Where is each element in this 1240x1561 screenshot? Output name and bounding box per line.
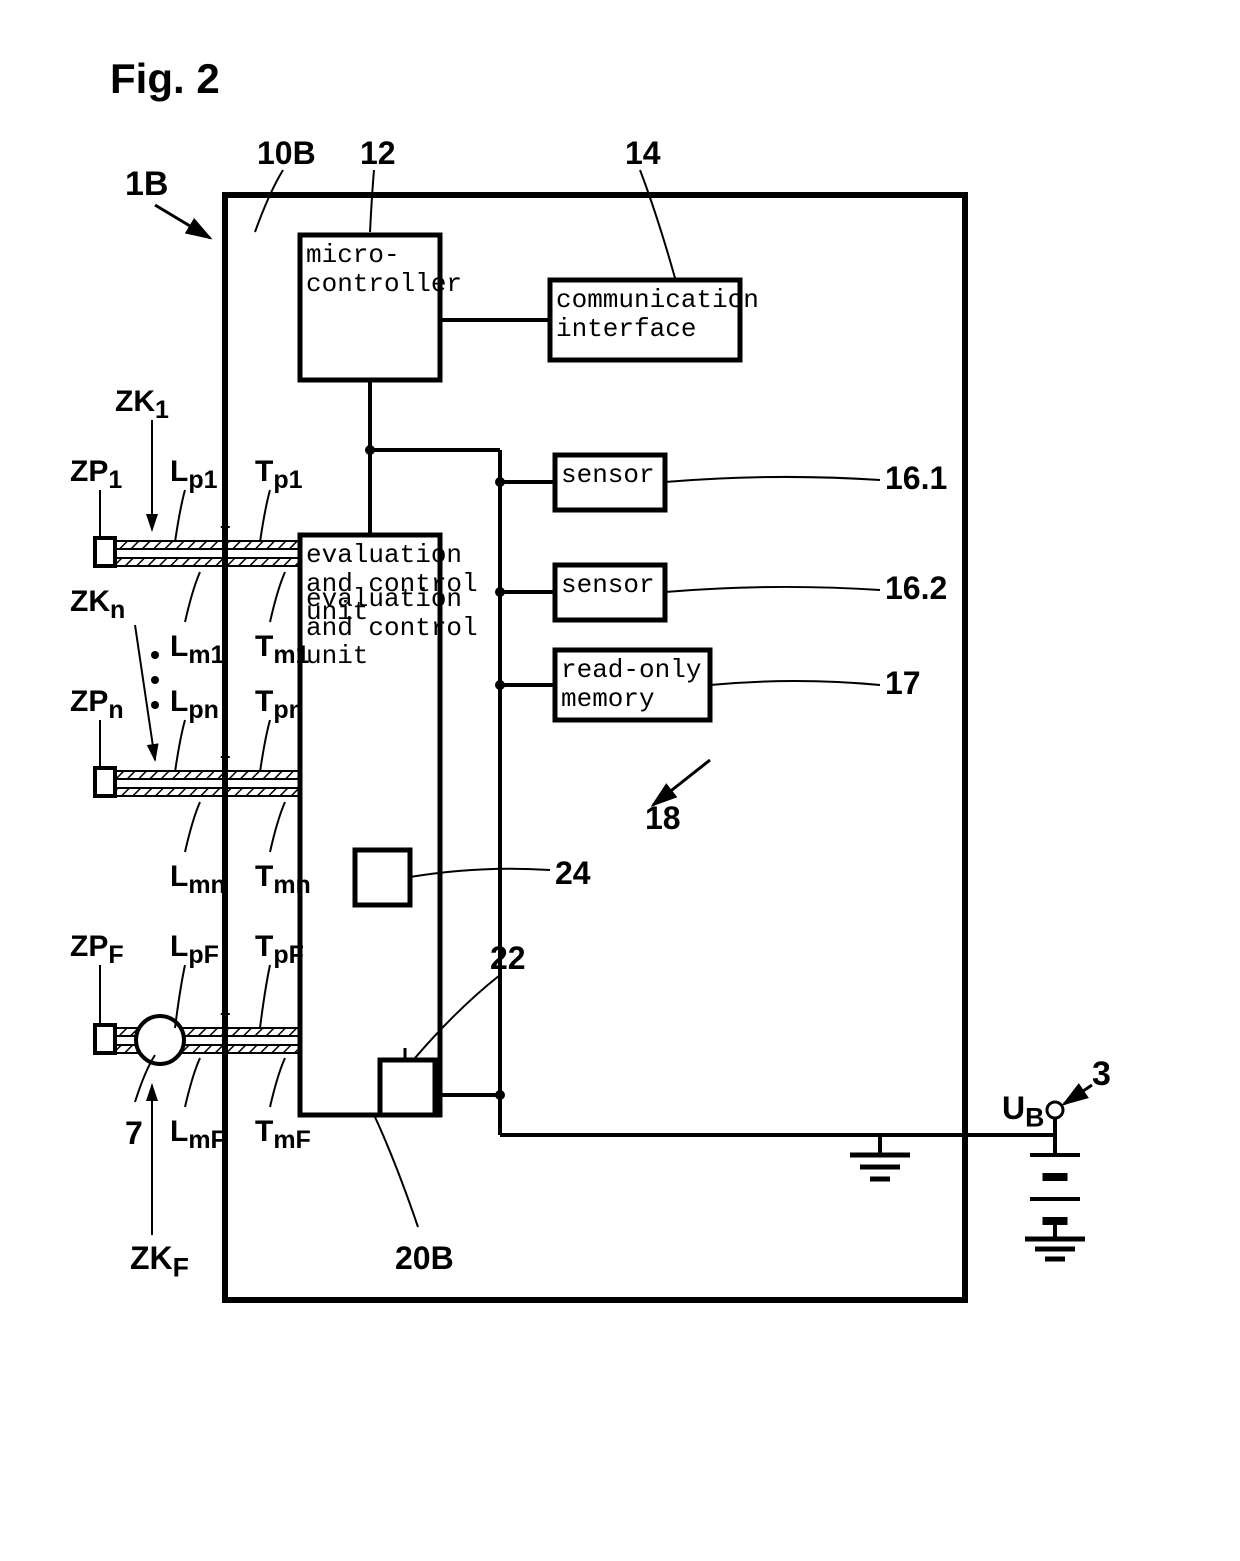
diagram-svg xyxy=(0,0,1240,1561)
figure-title: Fig. 2 xyxy=(110,55,220,103)
diagram-canvas: Fig. 2 micro-controller12communicationin… xyxy=(0,0,1240,1561)
